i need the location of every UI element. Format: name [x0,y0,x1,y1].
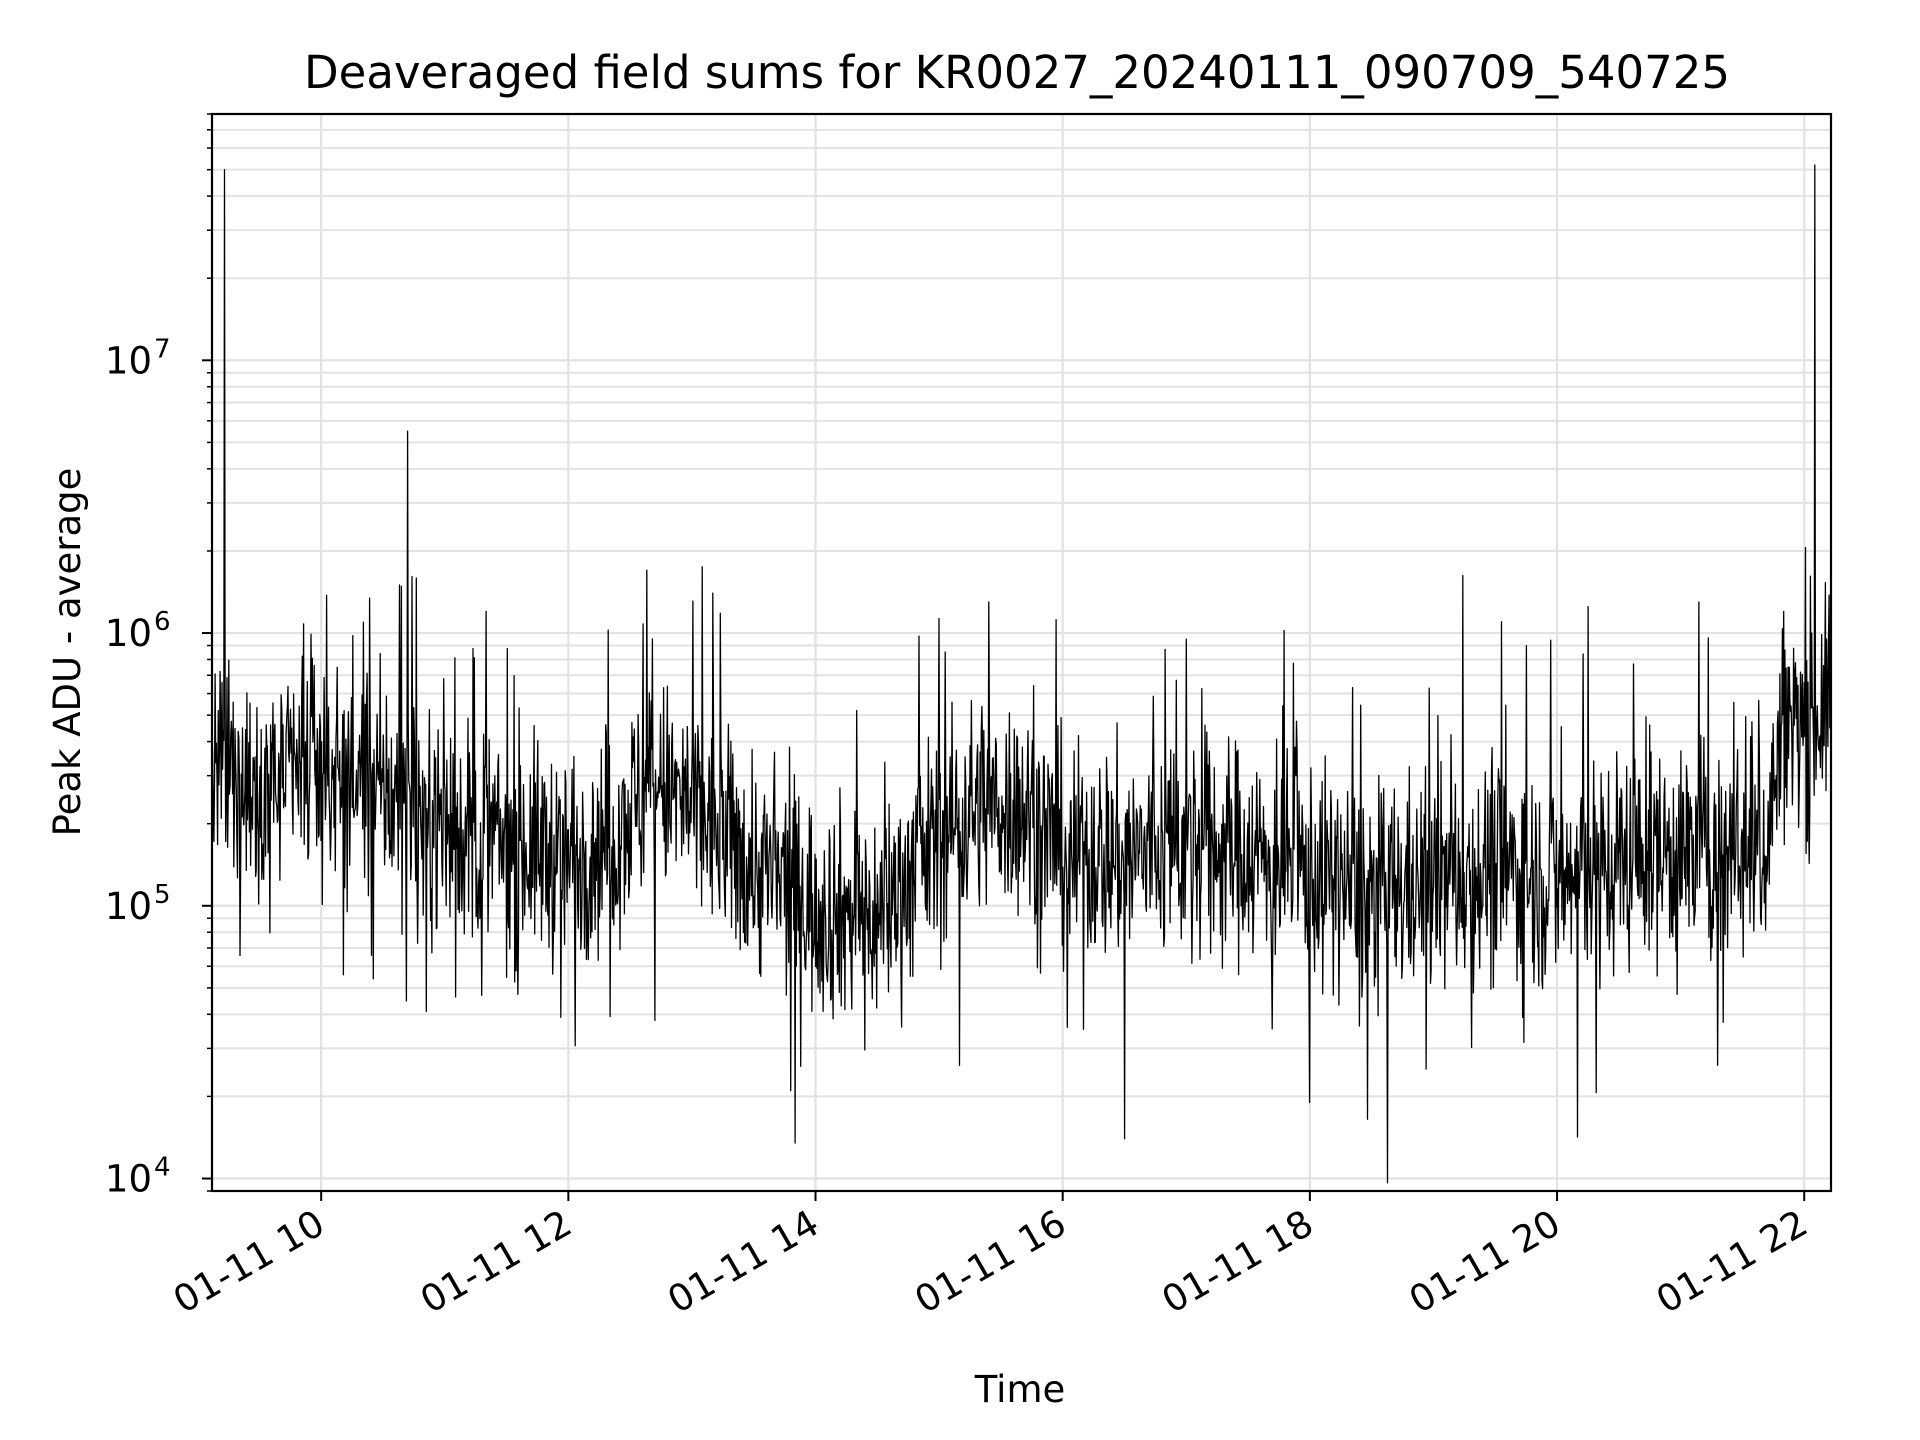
x-tick-label: 01-11 20 [1402,1202,1568,1322]
y-tick-exponent: 6 [154,607,171,637]
y-tick-label: 10 [105,885,152,928]
x-tick-label: 01-11 10 [166,1202,332,1322]
y-tick-label: 10 [105,1158,152,1201]
y-tick-exponent: 7 [154,334,171,364]
y-axis-label: Peak ADU - average [46,468,89,837]
x-tick-label: 01-11 14 [660,1202,826,1322]
series-line [211,164,1832,1184]
x-axis: 01-11 10 01-11 12 01-11 14 01-11 16 01-11 18… [166,1191,1815,1322]
x-tick-label: 01-11 12 [413,1202,579,1322]
y-tick-label: 10 [105,339,152,382]
plot-area [211,164,1832,1184]
plot-frame [210,112,1833,1193]
x-axis-label: Time [974,1368,1066,1411]
x-tick-label: 01-11 16 [908,1202,1074,1322]
chart-title: Deaveraged field sums for KR0027_2024011… [304,46,1730,99]
x-tick-label: 01-11 18 [1155,1202,1321,1322]
y-tick-exponent: 5 [154,880,171,910]
y-tick-exponent: 4 [154,1153,171,1183]
x-tick-label: 01-11 22 [1649,1202,1815,1322]
y-tick-label: 10 [105,612,152,655]
